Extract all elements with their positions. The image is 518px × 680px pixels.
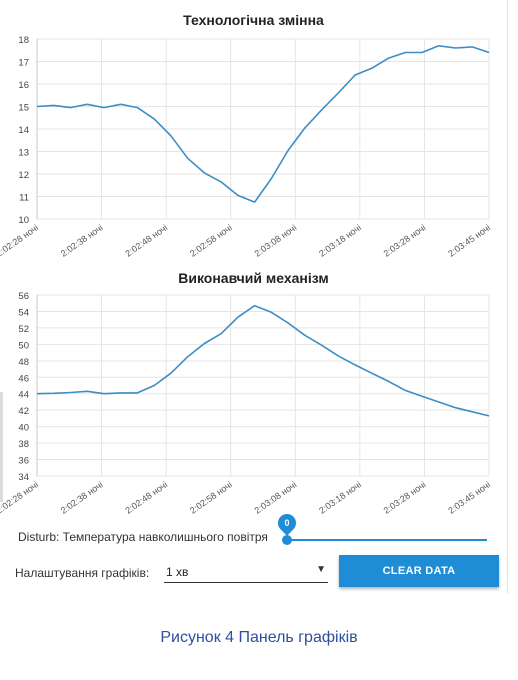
x-tick-label: 2:02:58 ночі	[188, 479, 234, 515]
slider-value-text: 0	[284, 518, 290, 528]
y-tick-label: 17	[18, 58, 29, 69]
chevron-down-icon: ▼	[316, 564, 326, 575]
y-tick-label: 40	[18, 423, 29, 434]
time-range-value: 1 хв	[166, 565, 189, 579]
y-tick-label: 38	[18, 439, 29, 450]
x-tick-label: 2:03:18 ночі	[317, 479, 363, 515]
x-tick-label: 2:02:28 ночі	[0, 222, 40, 258]
x-tick-label: 2:02:48 ночі	[123, 222, 169, 258]
y-tick-label: 56	[18, 291, 29, 302]
y-tick-label: 11	[19, 193, 29, 204]
y-tick-label: 46	[18, 373, 29, 384]
x-tick-label: 2:03:08 ночі	[253, 222, 299, 258]
y-tick-label: 52	[18, 324, 29, 335]
x-tick-label: 2:03:28 ночі	[382, 222, 428, 258]
x-tick-label: 2:02:28 ночі	[0, 479, 40, 515]
x-tick-label: 2:03:45 ночі	[446, 222, 492, 258]
x-tick-label: 2:02:38 ночі	[59, 479, 105, 515]
x-tick-label: 2:03:08 ночі	[253, 479, 299, 515]
x-tick-label: 2:03:28 ночі	[382, 479, 428, 515]
x-tick-label: 2:03:18 ночі	[317, 222, 363, 258]
y-tick-label: 14	[18, 125, 29, 136]
y-tick-label: 34	[18, 472, 29, 483]
x-tick-label: 2:02:48 ночі	[123, 479, 169, 515]
disturb-slider-handle[interactable]	[282, 535, 292, 545]
disturb-slider-label: Disturb: Температура навколишнього повіт…	[18, 530, 268, 544]
time-range-select[interactable]: 1 хв ▼	[164, 562, 328, 583]
disturb-slider-track[interactable]	[287, 539, 487, 541]
y-tick-label: 44	[18, 390, 29, 401]
panel-edge-shadow	[0, 392, 3, 502]
figure-caption: Рисунок 4 Панель графіків	[160, 629, 358, 646]
chart2: 34 36 38 40 42 44 46 48 50 52 54 56 2:02:28 ночі 2:02…	[0, 291, 492, 516]
y-tick-label: 50	[18, 340, 29, 351]
y-tick-label: 13	[18, 148, 29, 159]
y-tick-label: 48	[18, 357, 29, 368]
y-tick-label: 42	[18, 406, 29, 417]
chart1: 10 11 12 13 14 15 16 17 18 2:02:28 ночі 2:02:38 но…	[0, 35, 492, 259]
y-tick-label: 36	[18, 456, 29, 467]
chart1-title: Технологічна змінна	[183, 12, 324, 28]
series-line	[36, 304, 490, 417]
dashboard-panel: Технологічна змінна 10 11 12 13 14 15 16 17 18 2:…	[0, 0, 508, 594]
x-tick-label: 2:03:45 ночі	[446, 479, 492, 515]
y-tick-label: 54	[18, 307, 29, 318]
y-tick-label: 12	[18, 170, 29, 181]
y-tick-label: 18	[18, 35, 29, 46]
x-tick-label: 2:02:58 ночі	[188, 222, 234, 258]
y-tick-label: 10	[18, 215, 29, 226]
chart-settings-label: Налаштування графіків:	[15, 566, 150, 580]
y-tick-label: 15	[18, 103, 29, 114]
series-line	[36, 45, 490, 203]
x-tick-label: 2:02:38 ночі	[59, 222, 105, 258]
clear-data-button[interactable]: CLEAR DATA	[339, 555, 499, 587]
chart2-title: Виконавчий механізм	[178, 270, 329, 286]
y-tick-label: 16	[18, 80, 29, 91]
